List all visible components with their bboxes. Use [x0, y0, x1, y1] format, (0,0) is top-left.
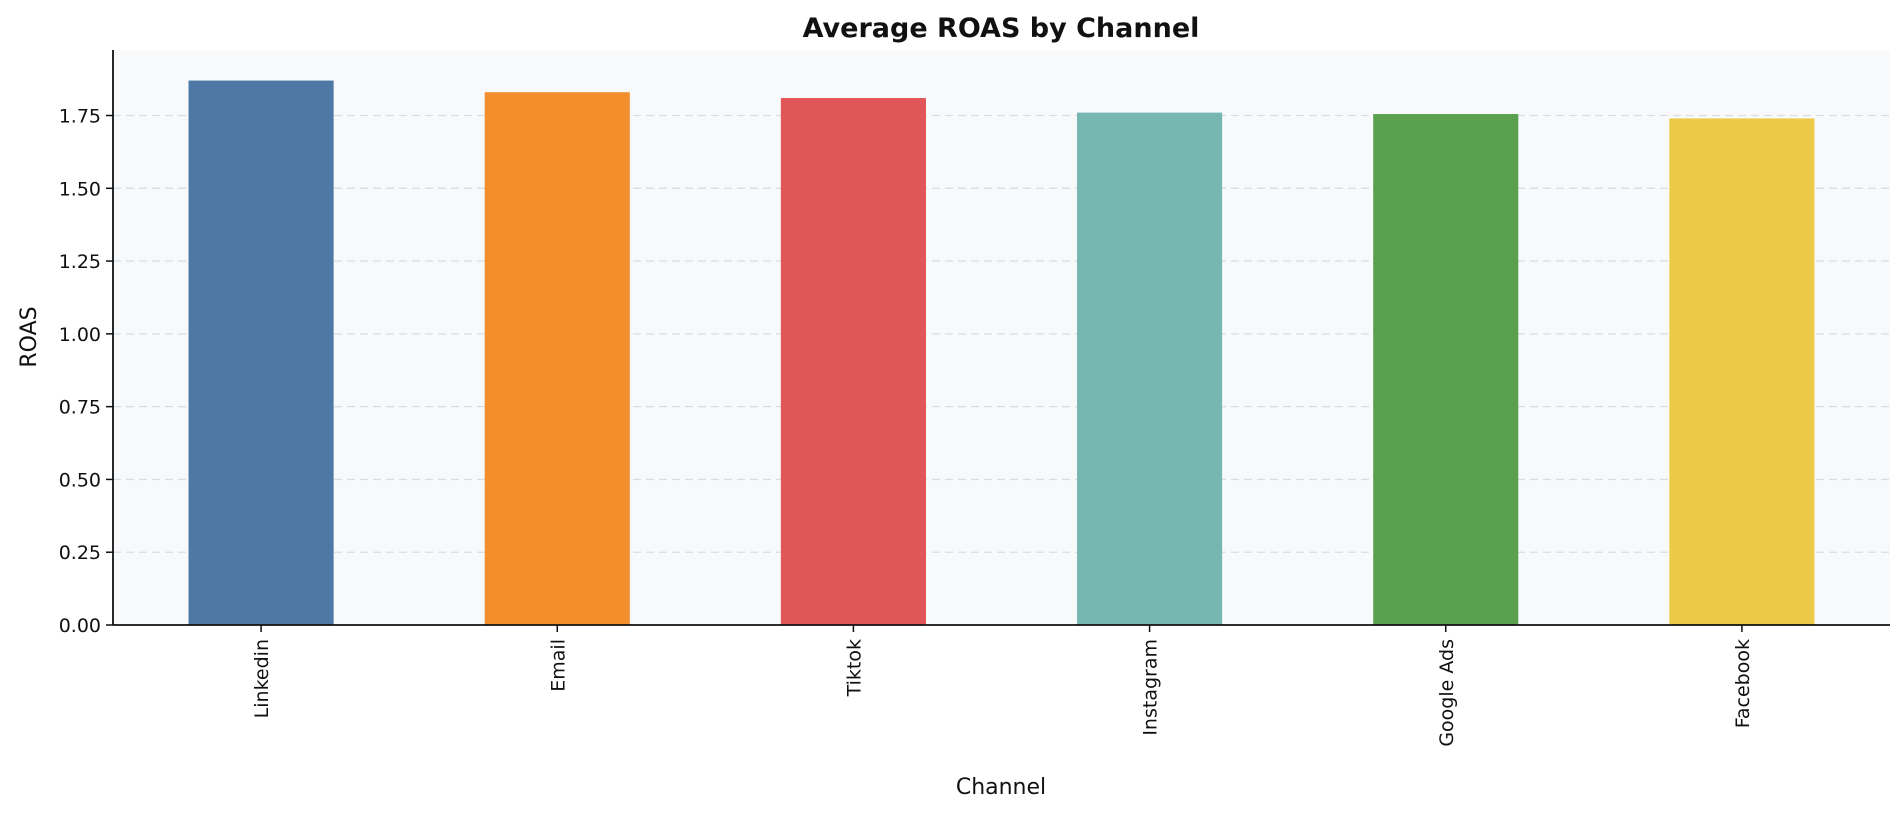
chart-title: Average ROAS by Channel [803, 13, 1200, 44]
y-axis-ticks: 0.00 0.25 0.50 0.75 1.00 1.25 1.50 1.75 [59, 106, 113, 637]
x-axis-ticks: Linkedin Email Tiktok Instagram Google Ads Fa… [251, 625, 1754, 747]
y-tick-label: 0.25 [59, 542, 101, 564]
bar-tiktok [780, 98, 926, 626]
bar-instagram [1077, 112, 1223, 625]
bars [188, 80, 1815, 626]
bar-email [484, 92, 630, 625]
x-tick-label: Linkedin [251, 639, 273, 718]
y-tick-label: 1.25 [59, 251, 101, 273]
y-tick-label: 0.50 [59, 469, 101, 491]
y-tick-label: 1.00 [59, 324, 101, 346]
x-tick-label: Google Ads [1436, 639, 1458, 747]
plot-background [113, 50, 1890, 624]
x-tick-label: Email [547, 639, 569, 692]
bar-facebook [1669, 118, 1815, 625]
y-tick-label: 1.75 [59, 106, 101, 128]
y-tick-label: 0.75 [59, 397, 101, 419]
x-tick-label: Tiktok [843, 639, 865, 697]
y-axis-label: ROAS [17, 306, 42, 367]
y-tick-label: 1.50 [59, 178, 101, 200]
y-tick-label: 0.00 [59, 615, 101, 637]
x-tick-label: Instagram [1140, 639, 1162, 736]
bar-google-ads [1373, 114, 1519, 626]
grid-lines [113, 114, 1890, 553]
bar-linkedin [188, 80, 334, 625]
x-tick-label: Facebook [1732, 639, 1754, 728]
x-axis-label: Channel [956, 775, 1046, 800]
